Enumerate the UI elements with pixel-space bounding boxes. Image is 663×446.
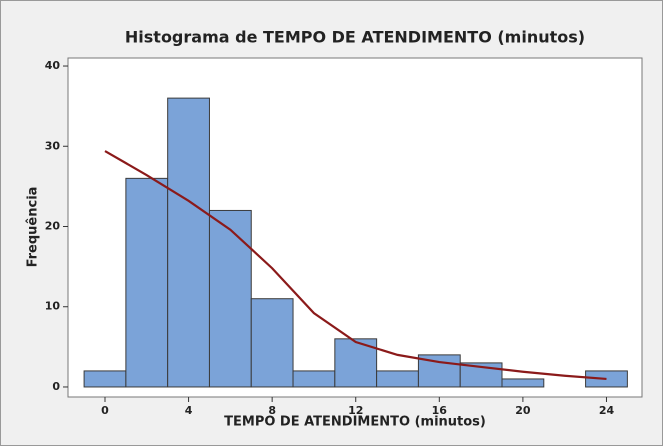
chart-title: Histograma de TEMPO DE ATENDIMENTO (minu… (125, 28, 585, 47)
bar (250, 298, 294, 388)
bar (167, 97, 210, 388)
y-tick-label: 0 (52, 380, 60, 393)
bar (125, 177, 169, 388)
y-axis-label: Frequência (26, 187, 41, 268)
bar (585, 370, 628, 388)
y-tick-label: 10 (45, 300, 61, 313)
fit-curve (104, 150, 607, 381)
bar (83, 370, 127, 388)
x-tick-label: 0 (101, 404, 109, 417)
x-tick-label: 20 (515, 404, 531, 417)
x-tick-label: 12 (348, 404, 363, 417)
x-tick-label: 8 (268, 404, 276, 417)
x-tick-label: 24 (599, 404, 615, 417)
x-tick-label: 4 (185, 404, 193, 417)
bar (376, 370, 419, 388)
y-tick-label: 40 (45, 59, 61, 72)
bar (292, 370, 336, 388)
bar (208, 209, 252, 388)
x-tick-label: 16 (432, 404, 448, 417)
bar (501, 378, 545, 388)
y-tick-label: 20 (45, 219, 61, 232)
y-tick-label: 30 (45, 139, 61, 152)
x-axis-label: TEMPO DE ATENDIMENTO (minutos) (224, 415, 486, 430)
